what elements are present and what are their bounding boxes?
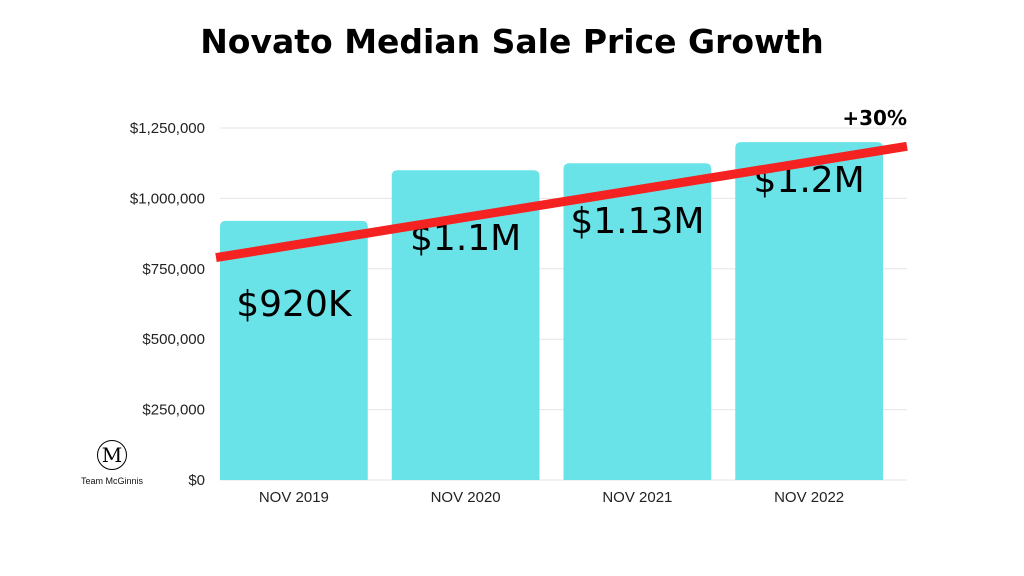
x-tick-label: NOV 2019 <box>259 489 329 506</box>
y-tick-label: $750,000 <box>142 261 205 278</box>
trend-layer <box>215 141 908 262</box>
bar <box>735 142 883 480</box>
x-tick-label: NOV 2022 <box>774 489 844 506</box>
x-axis-categories: NOV 2019 NOV 2020 NOV 2021 NOV 2022 <box>259 489 844 506</box>
y-tick-label: $1,000,000 <box>130 190 205 207</box>
bar <box>391 170 540 481</box>
x-tick-label: NOV 2021 <box>602 489 672 506</box>
logo-monogram-icon: M <box>97 440 127 470</box>
y-tick-label: $250,000 <box>142 402 205 419</box>
y-tick-label: $0 <box>188 472 205 489</box>
growth-annotation: +30% <box>842 106 907 130</box>
bar <box>563 163 712 480</box>
x-tick-label: NOV 2020 <box>431 489 501 506</box>
trend-line <box>215 141 908 262</box>
logo-name: Team McGinnis <box>80 476 143 486</box>
data-label: $920K <box>236 284 353 325</box>
bar <box>220 220 368 481</box>
y-tick-label: $1,250,000 <box>130 120 205 137</box>
y-tick-label: $500,000 <box>142 331 205 348</box>
data-label: $1.13M <box>570 201 704 242</box>
y-axis-ticks: $0 $250,000 $500,000 $750,000 $1,000,000 $1,2… <box>130 120 205 489</box>
chart-title: Novato Median Sale Price Growth <box>200 22 824 61</box>
bars <box>220 142 883 481</box>
brand-logo: M Team McGinnis <box>72 440 152 486</box>
data-labels: $920K$1.1M $1.13M$1.2M <box>236 160 864 325</box>
